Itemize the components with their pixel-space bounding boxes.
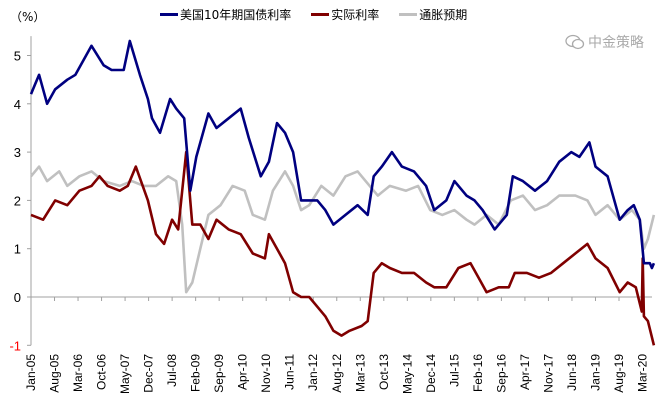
legend-swatch: [311, 13, 330, 16]
x-tick-label: Jan-19: [588, 354, 602, 391]
y-tick-label: 1: [14, 242, 21, 257]
legend-item-breakeven: 通胀预期: [399, 6, 467, 23]
x-tick-label: May-14: [400, 354, 414, 394]
x-tick-label: Apr-10: [236, 354, 250, 390]
series-line-1: [30, 150, 656, 346]
x-tick-label: May-07: [118, 354, 132, 394]
x-tick-label: Oct-13: [377, 354, 391, 390]
legend-swatch: [399, 13, 418, 16]
x-tick-label: Aug-12: [330, 354, 344, 393]
y-tick-label: 0: [14, 290, 21, 305]
y-tick-label: -1: [9, 338, 21, 353]
y-tick-label: 2: [14, 193, 21, 208]
x-tick-label: Jan-05: [24, 354, 38, 391]
x-tick-label: Apr-17: [518, 354, 532, 390]
y-unit-label: （%）: [10, 10, 46, 24]
wechat-icon: [565, 34, 585, 50]
x-tick-label: Mar-13: [353, 354, 367, 392]
x-tick-label: Sep-16: [494, 354, 508, 393]
x-tick-label: Mar-06: [71, 354, 85, 392]
watermark-text: 中金策略: [588, 35, 644, 51]
legend-label: 实际利率: [331, 8, 380, 22]
series-line-0: [29, 39, 656, 270]
x-tick-label: Aug-05: [48, 354, 62, 393]
x-tick-label: Jul-08: [165, 354, 179, 387]
legend-item-nominal: 美国10年期国债利率: [160, 6, 291, 23]
x-tick-label: Jun-18: [565, 354, 579, 391]
x-tick-label: Jan-12: [306, 354, 320, 391]
legend-label: 通胀预期: [419, 8, 468, 22]
y-tick-label: 5: [14, 49, 21, 64]
watermark: 中金策略: [565, 32, 644, 52]
legend-item-real: 实际利率: [311, 6, 379, 23]
x-tick-label: Aug-19: [612, 354, 626, 393]
x-tick-label: Dec-07: [142, 354, 156, 393]
x-tick-label: Mar-20: [636, 354, 650, 392]
series-line-2: [30, 165, 656, 294]
x-tick-label: Nov-17: [541, 354, 555, 393]
x-tick-label: Jun-11: [283, 354, 297, 390]
x-tick-label: Feb-09: [189, 354, 203, 392]
legend-swatch: [160, 13, 178, 16]
legend: 美国10年期国债利率 实际利率 通胀预期: [160, 6, 467, 23]
x-tick-label: Sep-09: [212, 354, 226, 393]
x-tick-label: Oct-06: [95, 354, 109, 390]
y-tick-label: 3: [14, 145, 21, 160]
y-tick-label: 4: [14, 97, 21, 112]
legend-label: 美国10年期国债利率: [180, 8, 292, 22]
x-tick-label: Jul-15: [447, 354, 461, 387]
x-tick-label: Feb-16: [471, 354, 485, 392]
x-tick-label: Nov-10: [259, 354, 273, 393]
x-tick-label: Dec-14: [424, 354, 438, 393]
